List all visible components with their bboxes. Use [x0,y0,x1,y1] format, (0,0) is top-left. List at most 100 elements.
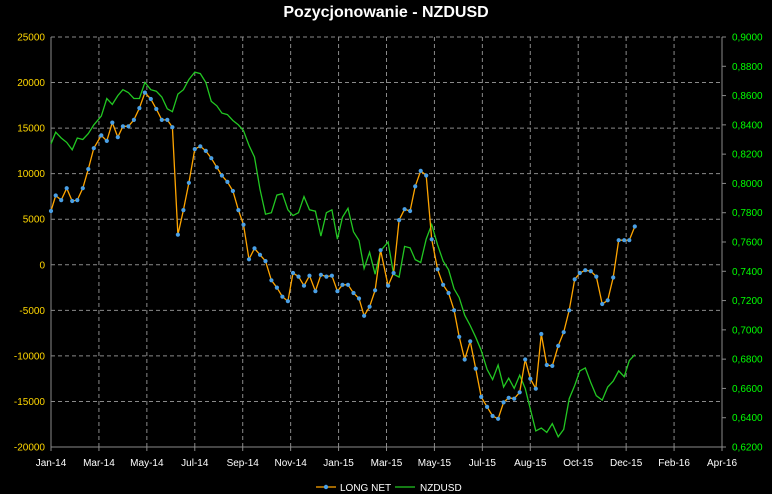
point-long-net [246,257,252,262]
point-long-net [567,308,572,313]
point-long-net [209,156,214,161]
chart-title: Pozycjonowanie - NZDUSD [283,4,488,21]
point-long-net [632,224,637,229]
point-long-net [186,180,191,185]
point-long-net [373,288,378,293]
right-axis-tick-label: 0,8800 [732,62,763,73]
series-line-nzdusd [50,71,636,439]
point-long-net [468,339,473,344]
point-long-net [506,395,511,400]
point-long-net [356,296,362,301]
point-long-net [408,208,413,214]
point-long-net [198,144,203,149]
point-long-net [550,363,555,368]
point-long-net [340,282,345,287]
point-long-net [252,246,257,251]
point-long-net [219,173,224,178]
point-long-net [274,285,279,290]
left-axis-tick-label: 5000 [23,215,46,226]
point-long-net [329,273,334,278]
point-long-net [290,270,296,276]
point-long-net [64,186,69,191]
right-axis-tick-label: 0,7000 [732,325,763,336]
point-long-net [269,278,274,283]
point-long-net [418,168,423,173]
point-long-net [159,117,164,122]
point-long-net [104,138,109,143]
point-long-net [313,289,318,294]
point-long-net [225,179,230,184]
point-long-net [378,248,383,253]
point-long-net [324,274,329,279]
point-long-net [496,416,501,421]
point-long-net [517,390,522,395]
left-axis-tick-label: -5000 [19,306,45,317]
point-long-net [362,313,367,318]
x-axis-tick-label: May-15 [418,458,452,469]
legend: LONG NET NZDUSD [316,483,462,494]
legend-label-nzdusd: NZDUSD [420,483,462,494]
point-long-net [165,117,170,122]
point-long-net [462,357,467,362]
point-long-net [391,270,396,276]
point-long-net [236,208,241,213]
point-long-net [413,184,418,189]
point-long-net [556,343,561,348]
point-long-net [59,198,64,203]
right-axis-tick-label: 0,8000 [732,179,763,190]
left-axis-tick-label: -20000 [14,443,46,454]
point-long-net [616,238,621,243]
legend-label-long-net: LONG NET [340,483,391,494]
left-axis-tick-label: 25000 [17,33,45,44]
point-long-net [318,272,323,277]
right-axis-tick-label: 0,7400 [732,267,763,278]
point-long-net [523,357,528,362]
point-long-net [241,222,246,227]
legend-item-long-net: LONG NET [316,483,391,494]
x-axis-tick-labels: Jan-14 Mar-14 May-14 Jul-14 Sep-14 Nov-14 Jan-… [36,458,738,469]
point-long-net [154,106,159,112]
point-long-net [435,267,440,272]
x-axis-tick-label: Aug-15 [514,458,547,469]
point-long-net [120,124,125,129]
left-axis-tick-label: 20000 [17,78,45,89]
x-axis-tick-label: Jan-14 [36,458,67,469]
x-axis-tick-label: Jan-15 [323,458,354,469]
point-long-net [91,146,96,151]
point-long-net [429,237,434,242]
right-axis-tick-label: 0,8200 [732,150,763,161]
point-long-net [583,268,588,273]
point-long-net [402,207,407,212]
point-long-net [479,394,484,399]
point-long-net [452,308,457,313]
point-long-net [142,90,147,95]
point-long-net [561,330,566,335]
point-long-net [605,298,610,303]
point-long-net [181,208,186,213]
x-axis-tick-label: Sep-14 [227,458,260,469]
x-axis-tick-label: Feb-16 [658,458,690,469]
right-axis-tick-label: 0,7600 [732,238,763,249]
point-long-net [594,274,599,279]
point-long-net [351,290,356,296]
point-long-net [53,193,58,198]
point-long-net [203,148,208,153]
left-axis-tick-label: 15000 [17,124,45,135]
point-long-net [622,238,627,243]
point-long-net [257,252,263,257]
point-long-net [214,165,219,170]
point-long-net [512,396,517,401]
point-long-net [70,198,75,204]
point-long-net [501,400,506,405]
point-long-net [572,277,577,282]
point-long-net [137,106,142,111]
x-axis-tick-label: Mar-14 [83,458,115,469]
right-axis-tick-label: 0,9000 [732,33,763,44]
point-long-net [485,404,490,409]
point-long-net [335,289,340,294]
point-long-net [48,208,54,214]
point-long-net [86,167,91,172]
point-long-net [345,282,351,287]
point-long-net [441,282,446,287]
point-long-net [424,173,429,178]
